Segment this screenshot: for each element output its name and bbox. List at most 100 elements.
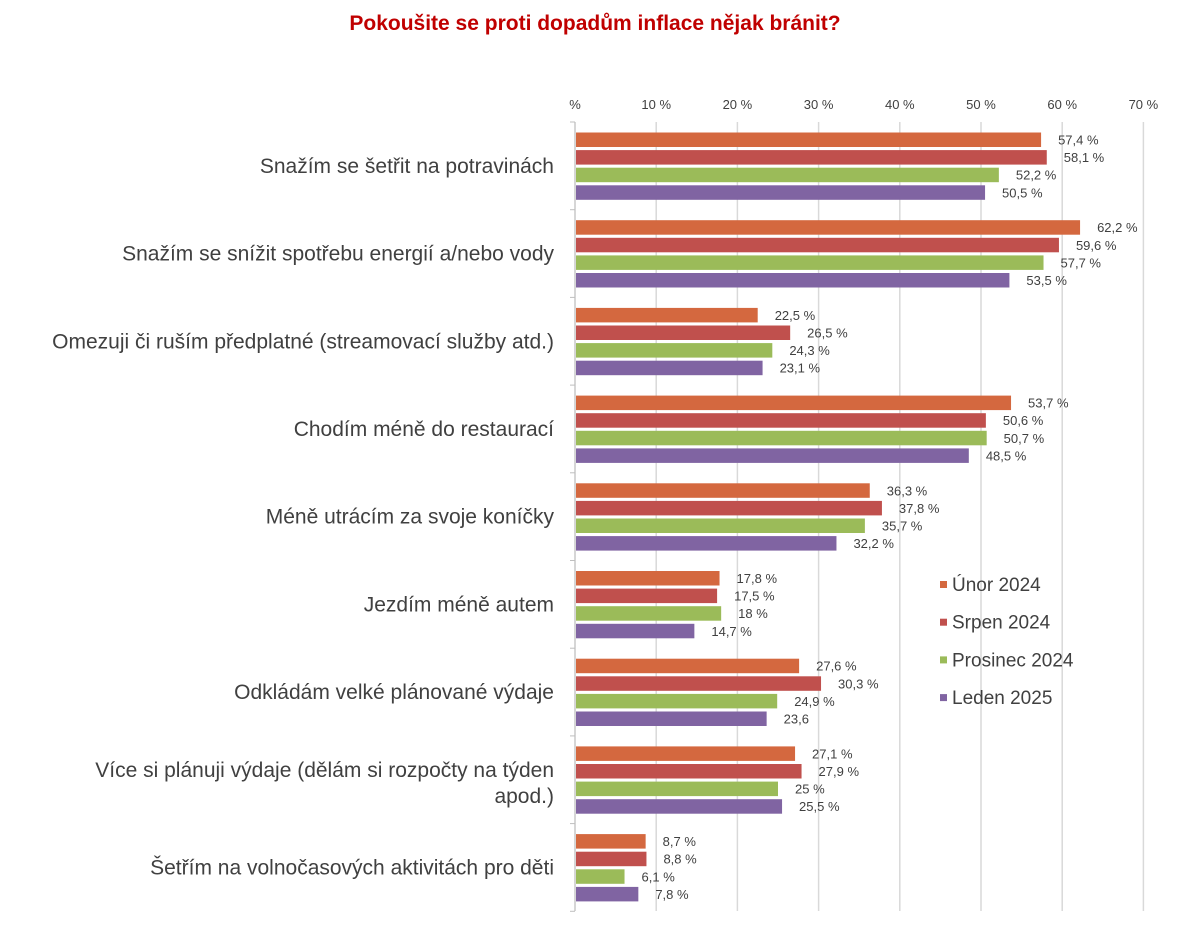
- data-label: 57,4 %: [1058, 133, 1099, 148]
- x-tick-label: 10 %: [641, 97, 671, 112]
- bar: [576, 430, 987, 446]
- bar: [576, 746, 796, 761]
- bar: [576, 781, 778, 797]
- data-label: 6,1 %: [642, 869, 676, 884]
- bar: [576, 693, 778, 709]
- bar: [576, 588, 718, 604]
- x-tick-label: 50 %: [966, 97, 996, 112]
- bar: [576, 623, 695, 639]
- category-label: Odkládám velké plánované výdaje: [234, 681, 554, 704]
- data-label: 48,5 %: [986, 448, 1027, 463]
- data-label: 8,7 %: [663, 834, 697, 849]
- legend-marker: [940, 581, 947, 588]
- x-tick-label: 60 %: [1047, 97, 1077, 112]
- x-tick-label: 70 %: [1129, 97, 1159, 112]
- chart-title: Pokoušite se proti dopadům inflace nějak…: [349, 12, 841, 35]
- category-label: Snažím se snížit spotřebu energií a/nebo…: [122, 243, 554, 266]
- data-label: 24,3 %: [789, 343, 830, 358]
- data-label: 35,7 %: [882, 519, 923, 534]
- category-label: Chodím méně do restaurací: [294, 418, 554, 441]
- x-tick-label: 40 %: [885, 97, 915, 112]
- x-tick-label: 30 %: [804, 97, 834, 112]
- data-label: 37,8 %: [899, 501, 940, 516]
- data-label: 18 %: [738, 606, 768, 621]
- legend-label: Únor 2024: [952, 574, 1041, 596]
- bar: [576, 395, 1012, 411]
- category-label: Omezuji či ruším předplatné (streamovací…: [52, 330, 554, 353]
- data-label: 50,7 %: [1004, 431, 1045, 446]
- data-label: 8,8 %: [663, 852, 697, 867]
- bar: [576, 869, 625, 884]
- legend-marker: [940, 618, 947, 626]
- data-label: 27,1 %: [812, 746, 853, 761]
- category-label: Jezdím méně autem: [364, 593, 554, 616]
- bar: [576, 799, 783, 814]
- data-label: 27,9 %: [819, 764, 860, 779]
- bar: [576, 360, 763, 376]
- bar: [576, 606, 722, 621]
- data-label: 24,9 %: [794, 694, 835, 709]
- legend-marker: [940, 694, 947, 702]
- legend-label: Leden 2025: [952, 688, 1052, 709]
- category-label: Méně utrácím za svoje koníčky: [266, 506, 555, 529]
- category-label: apod.): [494, 785, 554, 808]
- data-label: 30,3 %: [838, 676, 879, 691]
- category-label: Snažím se šetřit na potravinách: [260, 155, 554, 178]
- data-label: 26,5 %: [807, 326, 848, 341]
- data-label: 53,5 %: [1026, 273, 1067, 288]
- data-label: 57,7 %: [1061, 255, 1102, 270]
- data-label: 25 %: [795, 782, 825, 797]
- bar: [576, 325, 791, 340]
- bar: [576, 237, 1059, 253]
- bar: [576, 167, 999, 183]
- bar: [576, 676, 822, 691]
- bar: [576, 273, 1010, 288]
- bar: [576, 764, 802, 779]
- data-label: 7,8 %: [655, 887, 689, 902]
- data-label: 27,6 %: [816, 659, 857, 674]
- bar: [576, 500, 882, 516]
- data-label: 17,8 %: [737, 571, 778, 586]
- bar: [576, 536, 837, 551]
- bar: [576, 448, 969, 463]
- data-label: 62,2 %: [1097, 220, 1138, 235]
- data-label: 53,7 %: [1028, 396, 1069, 411]
- data-label: 25,5 %: [799, 799, 840, 814]
- x-tick-label: 20 %: [723, 97, 753, 112]
- data-label: 23,1 %: [780, 361, 821, 376]
- legend-label: Srpen 2024: [952, 613, 1051, 634]
- data-label: 50,6 %: [1003, 413, 1044, 428]
- bar: [576, 886, 639, 902]
- bar: [576, 658, 800, 674]
- bar: [576, 132, 1042, 147]
- data-label: 23,6: [784, 712, 809, 727]
- bar: [576, 413, 986, 428]
- bar: [576, 150, 1047, 165]
- data-label: 14,7 %: [711, 624, 752, 639]
- bar: [576, 834, 646, 849]
- data-label: 17,5 %: [734, 589, 775, 604]
- data-label: 59,6 %: [1076, 238, 1117, 253]
- bar: [576, 851, 647, 867]
- bar: [576, 343, 773, 358]
- data-label: 36,3 %: [887, 483, 928, 498]
- bar: [576, 185, 986, 200]
- legend-marker: [940, 656, 947, 664]
- bar: [576, 220, 1081, 235]
- bar: [576, 711, 767, 726]
- data-label: 32,2 %: [853, 536, 894, 551]
- legend-label: Prosinec 2024: [952, 650, 1074, 671]
- bar: [576, 483, 870, 498]
- bar: [576, 518, 865, 533]
- x-tick-label: %: [569, 97, 581, 112]
- data-label: 58,1 %: [1064, 150, 1105, 165]
- data-label: 22,5 %: [775, 308, 816, 323]
- category-label: Více si plánuji výdaje (dělám si rozpočt…: [95, 759, 554, 782]
- data-label: 50,5 %: [1002, 185, 1043, 200]
- data-label: 52,2 %: [1016, 168, 1057, 183]
- bar: [576, 571, 720, 586]
- category-label: Šetřím na volnočasových aktivitách pro d…: [150, 856, 554, 879]
- bar: [576, 307, 758, 323]
- bar: [576, 255, 1044, 270]
